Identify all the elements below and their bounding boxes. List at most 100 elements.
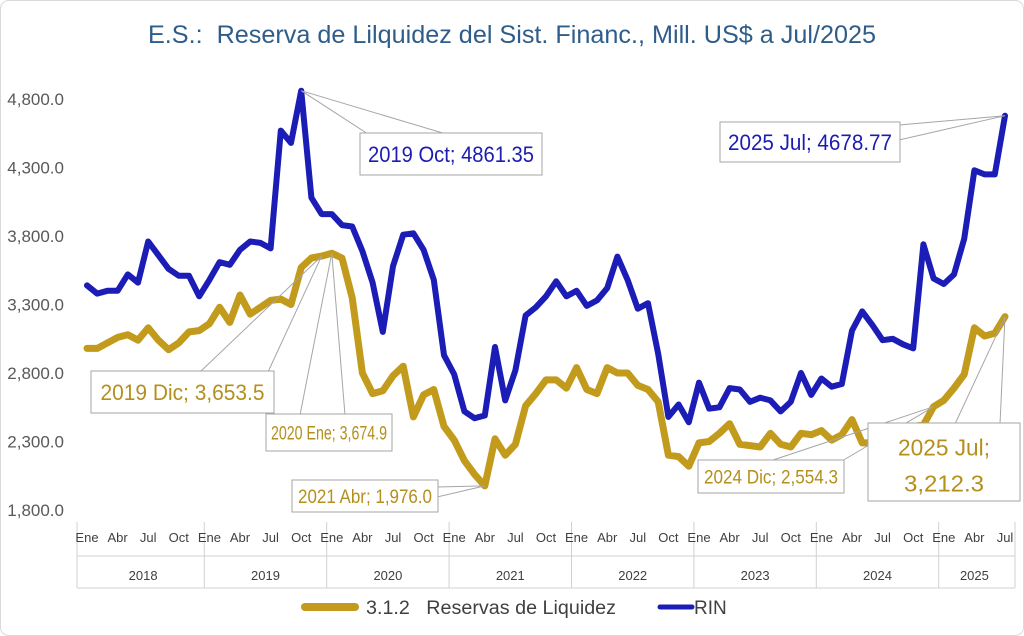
annotations: 2019 Oct; 4861.35 2025 Jul; 4678.77 2019 D… [90, 90, 1021, 513]
data-point-reservas [339, 255, 345, 261]
data-point-rin [227, 262, 233, 268]
data-point-reservas [512, 441, 518, 447]
x-tick-label: Jul [997, 530, 1014, 545]
annotation-callout: 2021 Abr; 1,976.0 [291, 479, 485, 513]
year-label: 2023 [741, 568, 770, 583]
data-point-rin [155, 252, 161, 258]
data-point-reservas [951, 385, 957, 391]
annotation-leader-line [436, 485, 485, 498]
data-point-rin [370, 280, 376, 286]
y-tick-label: 1,800.0 [7, 501, 64, 520]
data-point-reservas [553, 377, 559, 383]
data-point-reservas [349, 295, 355, 301]
data-point-reservas [431, 387, 437, 392]
data-point-reservas [696, 440, 702, 446]
data-point-rin [696, 380, 702, 386]
data-point-rin [257, 240, 263, 246]
data-point-rin [492, 344, 498, 350]
data-point-reservas [706, 439, 712, 444]
data-point-rin [839, 381, 845, 387]
annotation-box [291, 479, 439, 513]
annotation-label: 3,212.3 [904, 470, 984, 496]
annotation-callout: 2020 Ene; 3,674.9 [265, 253, 393, 452]
data-point-rin [727, 385, 733, 391]
data-point-reservas [502, 452, 508, 458]
data-point-rin [798, 370, 804, 376]
data-point-rin [818, 376, 824, 381]
annotation-callout: 2025 Jul; 4678.77 [719, 115, 1006, 163]
y-tick-label: 3,800.0 [7, 227, 64, 246]
data-point-rin [329, 211, 335, 217]
data-point-reservas [737, 441, 743, 447]
data-point-reservas [176, 340, 182, 346]
data-point-rin [533, 304, 539, 310]
year-label: 2020 [373, 568, 402, 583]
data-point-rin [217, 259, 223, 265]
data-point-reservas [288, 302, 294, 307]
data-point-rin [482, 413, 488, 418]
data-point-reservas [308, 255, 314, 261]
data-point-reservas [849, 417, 855, 423]
data-point-reservas [155, 337, 161, 343]
annotation-leader-line [300, 90, 369, 135]
annotation-box [359, 132, 543, 176]
annotation-leader-line [199, 255, 322, 373]
chart-title: E.S.: Reserva de Lilquidez del Sist. Fin… [148, 21, 876, 49]
data-point-rin [645, 300, 651, 306]
data-point-rin [992, 171, 998, 177]
data-point-reservas [227, 319, 233, 325]
data-point-rin [145, 239, 151, 244]
data-point-rin [186, 273, 192, 279]
data-point-rin [900, 341, 906, 347]
data-point-rin [94, 291, 100, 297]
data-point-reservas [982, 333, 988, 339]
data-point-reservas [727, 421, 733, 427]
data-point-reservas [839, 432, 845, 438]
data-point-rin [390, 263, 396, 269]
data-point-rin [115, 288, 121, 294]
annotation-label: 2025 Jul; 4678.77 [728, 130, 892, 155]
data-point-reservas [451, 437, 457, 443]
y-axis: 1,800.0 2,300.0 2,800.0 3,300.0 3,800.0 4,300… [7, 90, 64, 520]
data-point-reservas [961, 371, 967, 377]
x-tick-label: Jul [140, 530, 157, 545]
x-tick-label: Ene [687, 530, 710, 545]
annotation-box [90, 370, 275, 414]
data-point-rin [380, 329, 386, 335]
data-point-rin [84, 282, 90, 288]
annotation-leader-line [954, 316, 1006, 425]
x-tick-label: Abr [964, 530, 985, 545]
data-point-rin [941, 281, 947, 287]
y-tick-label: 2,300.0 [7, 433, 64, 452]
data-point-rin [196, 293, 202, 299]
annotation-leader-line [331, 253, 346, 416]
data-point-rin [502, 397, 508, 403]
x-tick-label: Ene [320, 530, 343, 545]
data-point-rin [206, 277, 212, 283]
data-point-rin [319, 211, 325, 217]
data-point-reservas [278, 296, 284, 302]
x-tick-label: Jul [507, 530, 524, 545]
x-tick-label: Abr [719, 530, 740, 545]
data-point-reservas [767, 430, 773, 436]
data-point-reservas [798, 430, 804, 436]
data-point-rin [359, 248, 365, 254]
y-tick-label: 4,800.0 [7, 90, 64, 109]
data-point-rin [788, 399, 794, 405]
year-label: 2019 [251, 568, 280, 583]
data-point-reservas [818, 428, 824, 434]
annotation-leader-line [769, 406, 934, 462]
data-point-rin [604, 285, 610, 291]
x-tick-label: Oct [169, 530, 190, 545]
data-point-reservas [125, 332, 131, 338]
annotation-label: 2021 Abr; 1,976.0 [298, 487, 432, 508]
data-point-reservas [523, 403, 529, 409]
annotation-leader-line [898, 115, 1006, 141]
data-point-rin [716, 404, 722, 410]
data-point-rin [543, 293, 549, 299]
annotation-label: 2025 Jul; [898, 435, 990, 461]
data-point-rin [400, 232, 406, 238]
data-point-rin [349, 224, 355, 229]
data-point-reservas [788, 444, 794, 450]
